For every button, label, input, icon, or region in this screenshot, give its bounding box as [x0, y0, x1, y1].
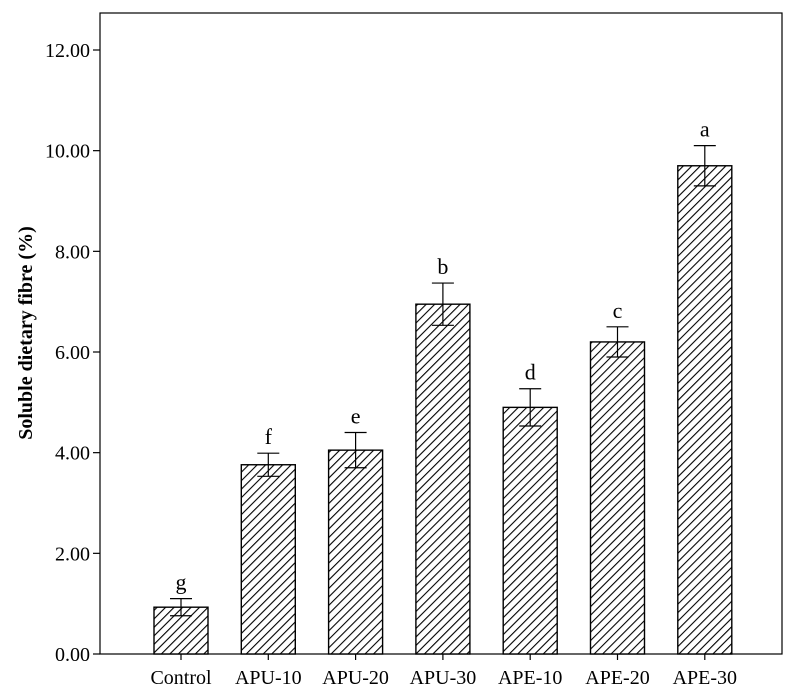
bar [502, 406, 558, 655]
x-tick-label: APE-30 [673, 667, 737, 689]
bar [327, 449, 384, 655]
significance-label: f [265, 424, 273, 449]
y-tick-label: 8.00 [55, 241, 90, 263]
bars-group: g f e b d c a [153, 117, 733, 655]
y-axis: 0.00 2.00 4.00 6.00 8.00 10.00 12.00 [45, 40, 100, 666]
significance-label: g [176, 570, 187, 595]
significance-label: c [613, 298, 623, 323]
y-tick-label: 10.00 [45, 141, 90, 163]
y-axis-label: Soluble dietary fibre (%) [15, 226, 37, 440]
bar [677, 165, 733, 655]
x-tick-label: APE-20 [585, 667, 649, 689]
significance-label: d [525, 360, 536, 385]
y-tick-label: 0.00 [55, 644, 90, 666]
significance-label: b [437, 254, 448, 279]
x-tick-label: APU-20 [322, 667, 389, 689]
y-tick-label: 4.00 [55, 443, 90, 465]
significance-label: a [700, 117, 710, 142]
bar [240, 464, 297, 655]
y-tick-label: 6.00 [55, 342, 90, 364]
x-tick-label: APU-30 [410, 667, 477, 689]
bar [589, 341, 646, 655]
x-tick-label: APE-10 [498, 667, 562, 689]
y-tick-label: 12.00 [45, 40, 90, 62]
bar [415, 303, 471, 655]
x-tick-label: APU-10 [235, 667, 302, 689]
significance-label: e [351, 404, 361, 429]
y-tick-label: 2.00 [55, 543, 90, 565]
x-axis: Control APU-10 APU-20 APU-30 APE-10 APE-20 APE… [150, 654, 737, 689]
x-tick-label: Control [150, 667, 212, 689]
